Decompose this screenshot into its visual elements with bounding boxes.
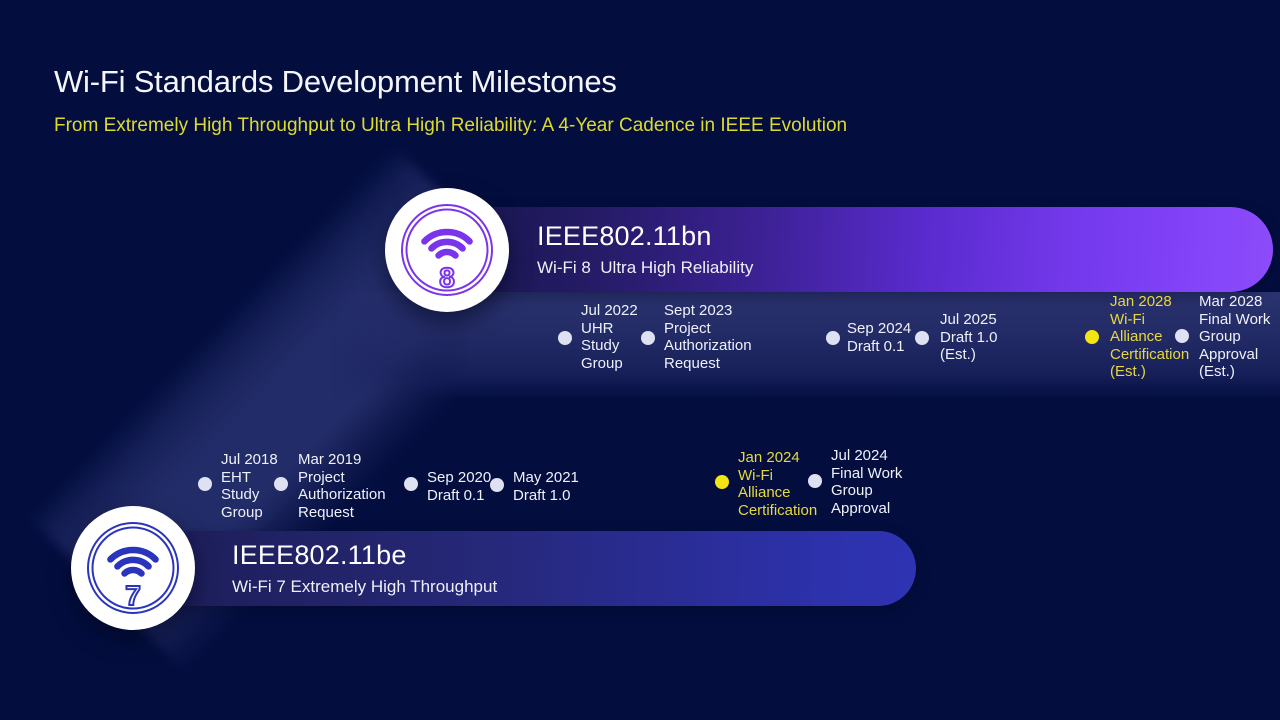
milestone-label-line: Draft 0.1 <box>427 486 485 504</box>
wifi8-icon: 8 <box>401 204 493 296</box>
milestone-label-line: Alliance <box>738 484 791 501</box>
milestone-label-line: Alliance <box>1110 328 1163 345</box>
milestone-label-line: Jul 2022 <box>581 302 638 319</box>
milestone-label-line: Group <box>831 482 873 499</box>
milestone-label-line: Authorization <box>664 337 752 354</box>
milestone-dot <box>808 474 822 488</box>
wifi7-icon: 7 <box>87 522 179 614</box>
milestone-label-line: Sep 2024 <box>847 320 912 337</box>
slide-header: Wi-Fi Standards Development Milestones F… <box>54 64 847 137</box>
milestone-dot <box>1175 329 1189 343</box>
milestone-label-line: Jul 2018 <box>221 451 278 468</box>
milestone-dot <box>490 478 504 492</box>
milestone-item: Jul 2025 Draft 1.0 (Est.) <box>915 311 998 364</box>
milestone-label-line: (Est.) <box>1110 363 1146 380</box>
milestone-label-line: Project <box>664 319 711 337</box>
wifi8-timeline-strip <box>330 292 1280 400</box>
milestone-label-line: Request <box>664 354 720 372</box>
wifi8-banner: IEEE802.11bn Wi-Fi 8 Ultra High Reliabil… <box>447 207 1273 292</box>
wifi8-standard-title: IEEE802.11bn <box>537 221 712 251</box>
milestone-label-line: Sept 2023 <box>664 302 733 319</box>
milestone-label-line: Group <box>221 503 263 521</box>
milestone-item: Jul 2024 Final Work Group Approval <box>808 447 903 517</box>
milestone-item: Sept 2023 Project Authorization Request <box>641 302 752 372</box>
wifi8-badge: 8 <box>385 188 509 312</box>
milestone-label-line: Jul 2025 <box>940 311 997 328</box>
milestone-item: Sep 2024 Draft 0.1 <box>826 320 912 355</box>
milestone-label-line: UHR <box>581 319 614 337</box>
milestone-label-line: Study <box>581 337 620 354</box>
milestone-label-line: Certification <box>1110 345 1190 363</box>
milestone-item: Mar 2028 Final Work Group Approval (Est.) <box>1175 293 1271 381</box>
milestone-label-line: Jan 2028 <box>1110 293 1172 310</box>
milestone-label-line: (Est.) <box>1199 363 1235 380</box>
milestone-item: Jul 2018 EHT Study Group <box>198 451 278 521</box>
milestone-label-line: Group <box>581 354 623 372</box>
milestone-dot <box>915 331 929 345</box>
milestone-dot <box>274 477 288 491</box>
milestone-label-line: Approval <box>1199 345 1259 363</box>
page-subtitle: From Extremely High Throughput to Ultra … <box>54 115 848 136</box>
milestone-item: Mar 2019 Project Authorization Request <box>274 451 386 521</box>
svg-text:7: 7 <box>125 580 141 611</box>
milestone-label-line: Study <box>221 486 260 503</box>
milestone-label-line: Final Work <box>1199 310 1271 328</box>
wifi7-banner: IEEE802.11be Wi-Fi 7 Extremely High Thro… <box>133 531 916 606</box>
milestone-dot <box>715 475 729 489</box>
milestone-label-line: Mar 2028 <box>1199 293 1263 310</box>
milestone-label-line: Approval <box>831 499 891 517</box>
milestone-item: Jan 2024 Wi-Fi Alliance Certification <box>715 449 818 519</box>
milestone-dot <box>1085 330 1099 344</box>
milestone-label-line: Draft 1.0 <box>513 486 571 504</box>
milestone-item: Sep 2020 Draft 0.1 <box>404 469 492 504</box>
milestone-dot <box>558 331 572 345</box>
milestone-label-line: Wi-Fi <box>738 466 773 484</box>
milestone-label-line: May 2021 <box>513 469 579 486</box>
milestone-label-line: Jul 2024 <box>831 447 888 464</box>
milestone-dot <box>826 331 840 345</box>
milestone-dot <box>198 477 212 491</box>
wifi7-standard-title: IEEE802.11be <box>232 540 407 570</box>
wifi7-badge: 7 <box>71 506 195 630</box>
page-title: Wi-Fi Standards Development Milestones <box>54 64 617 99</box>
milestone-label-line: Wi-Fi <box>1110 310 1145 328</box>
milestone-label-line: Project <box>298 468 345 486</box>
svg-text:8: 8 <box>439 262 455 293</box>
milestone-label-line: EHT <box>221 468 251 486</box>
milestone-label-line: Request <box>298 503 354 521</box>
milestone-label-line: Group <box>1199 328 1241 345</box>
milestone-item: Jan 2028 Wi-Fi Alliance Certification (Est.) <box>1085 293 1190 381</box>
wifi8-generation-label: Wi-Fi 8 Ultra High Reliability <box>537 258 754 277</box>
milestone-label-line: Authorization <box>298 486 386 503</box>
milestone-label-line: Final Work <box>831 464 903 482</box>
milestone-label-line: Draft 1.0 <box>940 328 998 346</box>
milestone-item: Jul 2022 UHR Study Group <box>558 302 638 372</box>
milestone-item: May 2021 Draft 1.0 <box>490 469 579 504</box>
milestone-dot <box>641 331 655 345</box>
milestone-label-line: Certification <box>738 501 818 519</box>
milestone-label-line: Draft 0.1 <box>847 337 905 355</box>
milestone-label-line: Jan 2024 <box>738 449 800 466</box>
milestone-label-line: Mar 2019 <box>298 451 362 468</box>
milestone-label-line: Sep 2020 <box>427 469 492 486</box>
milestone-label-line: (Est.) <box>940 346 976 363</box>
milestone-dot <box>404 477 418 491</box>
wifi7-generation-label: Wi-Fi 7 Extremely High Throughput <box>232 577 498 596</box>
